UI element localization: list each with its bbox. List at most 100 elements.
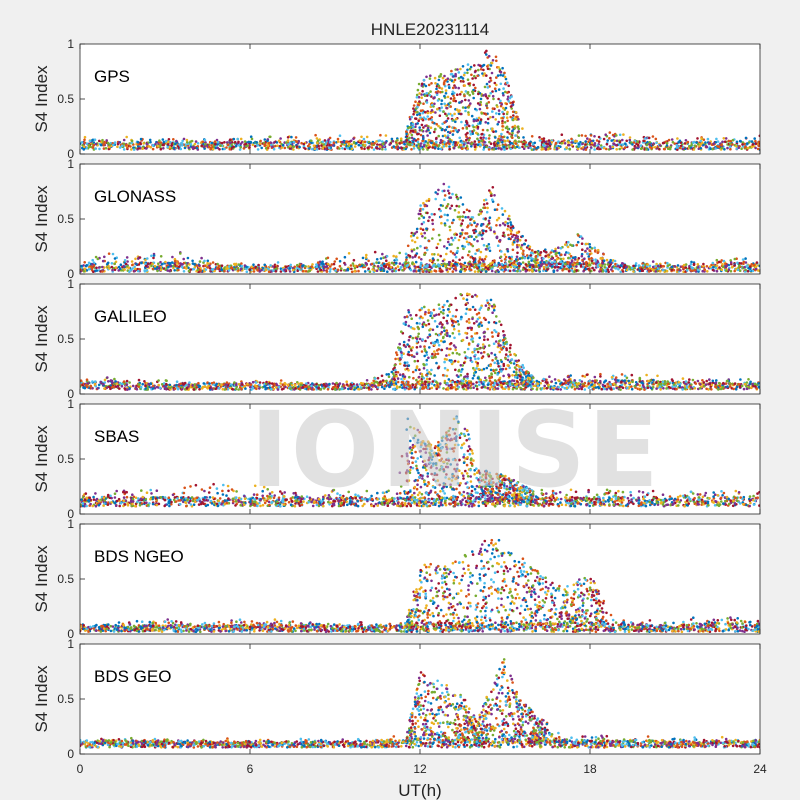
data-point (488, 216, 492, 219)
data-point (483, 262, 486, 266)
data-point (593, 246, 596, 250)
data-point (443, 213, 447, 217)
data-point (372, 148, 376, 151)
data-point (379, 133, 382, 137)
data-point (413, 265, 417, 268)
data-point (448, 86, 451, 89)
data-point (259, 139, 262, 143)
data-point (380, 264, 383, 267)
data-point (512, 114, 515, 117)
data-point (564, 262, 567, 266)
data-point (447, 185, 451, 189)
data-point (152, 256, 155, 260)
data-point (419, 144, 422, 148)
data-point (606, 263, 610, 266)
data-point (457, 86, 461, 90)
data-point (394, 267, 398, 270)
data-point (488, 246, 491, 249)
data-point (426, 115, 430, 118)
data-point (542, 265, 546, 269)
data-point (555, 263, 558, 266)
data-point (352, 140, 356, 144)
data-point (396, 265, 400, 268)
data-point (552, 270, 556, 274)
data-point (381, 142, 385, 146)
data-point (468, 209, 471, 213)
data-point (318, 147, 321, 150)
data-point (506, 97, 510, 101)
data-point (320, 262, 323, 265)
data-point (172, 264, 175, 268)
data-point (500, 262, 504, 266)
data-point (435, 122, 439, 126)
data-point (430, 103, 434, 107)
data-point (539, 261, 542, 264)
data-point (80, 264, 83, 268)
data-point (486, 206, 489, 210)
data-point (276, 144, 279, 147)
data-point (322, 143, 326, 146)
data-point (203, 259, 206, 263)
data-point (624, 142, 627, 146)
data-point (481, 232, 485, 235)
data-point (615, 134, 618, 137)
data-point (503, 148, 506, 151)
data-point (490, 385, 494, 389)
data-point (436, 258, 440, 262)
data-point (615, 148, 618, 151)
data-point (215, 138, 219, 142)
data-point (479, 208, 483, 212)
data-point (267, 141, 271, 145)
data-point (499, 70, 503, 74)
data-point (419, 261, 423, 265)
data-point (186, 256, 190, 260)
data-point (246, 144, 249, 147)
data-point (677, 141, 680, 144)
data-point (521, 261, 525, 264)
data-point (648, 145, 652, 149)
data-point (478, 107, 482, 111)
data-point (477, 68, 480, 72)
data-point (144, 264, 148, 268)
data-point (167, 138, 171, 141)
data-point (676, 137, 679, 140)
data-point (756, 147, 760, 151)
data-point (495, 235, 499, 239)
data-point (595, 139, 599, 142)
data-point (725, 269, 728, 273)
data-point (280, 146, 284, 149)
data-point (423, 236, 427, 240)
data-point (493, 208, 497, 211)
data-point (234, 144, 238, 148)
data-point (439, 147, 443, 151)
data-point (689, 269, 692, 272)
data-point (230, 266, 234, 270)
data-point (463, 71, 467, 75)
data-point (390, 261, 394, 265)
data-point (113, 141, 117, 144)
data-point (447, 237, 450, 241)
data-point (444, 89, 448, 92)
data-point (722, 137, 726, 140)
data-point (332, 141, 336, 144)
data-point (553, 260, 556, 264)
data-point (705, 265, 709, 268)
data-point (426, 264, 429, 267)
data-point (411, 122, 415, 126)
constellation-label: GLONASS (94, 187, 176, 206)
data-point (428, 215, 431, 219)
y-tick-label: 0 (67, 147, 74, 161)
data-point (425, 130, 428, 133)
data-point (210, 143, 213, 147)
data-point (621, 270, 625, 273)
data-point (105, 139, 108, 142)
data-point (468, 67, 472, 71)
data-point (410, 133, 414, 137)
data-point (608, 131, 612, 134)
data-point (395, 261, 398, 265)
data-point (478, 258, 482, 261)
data-point (381, 147, 384, 151)
data-point (745, 142, 749, 145)
data-point (497, 147, 500, 150)
data-point (648, 143, 651, 146)
